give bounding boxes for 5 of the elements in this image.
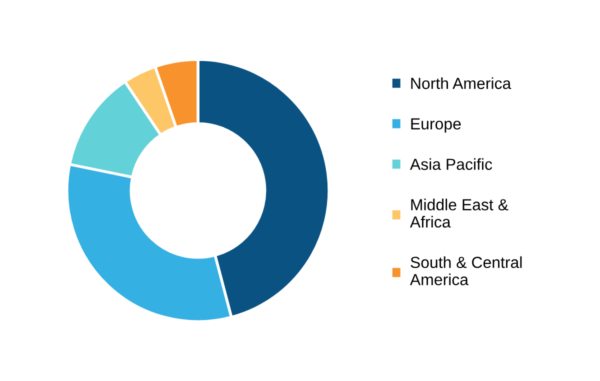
legend-label: Middle East & Africa: [410, 198, 508, 228]
legend-label: Asia Pacific: [410, 158, 492, 170]
legend-label: Europe: [411, 118, 461, 133]
legend-label: North America: [411, 77, 512, 90]
legend-label: South & Central America: [410, 256, 522, 286]
